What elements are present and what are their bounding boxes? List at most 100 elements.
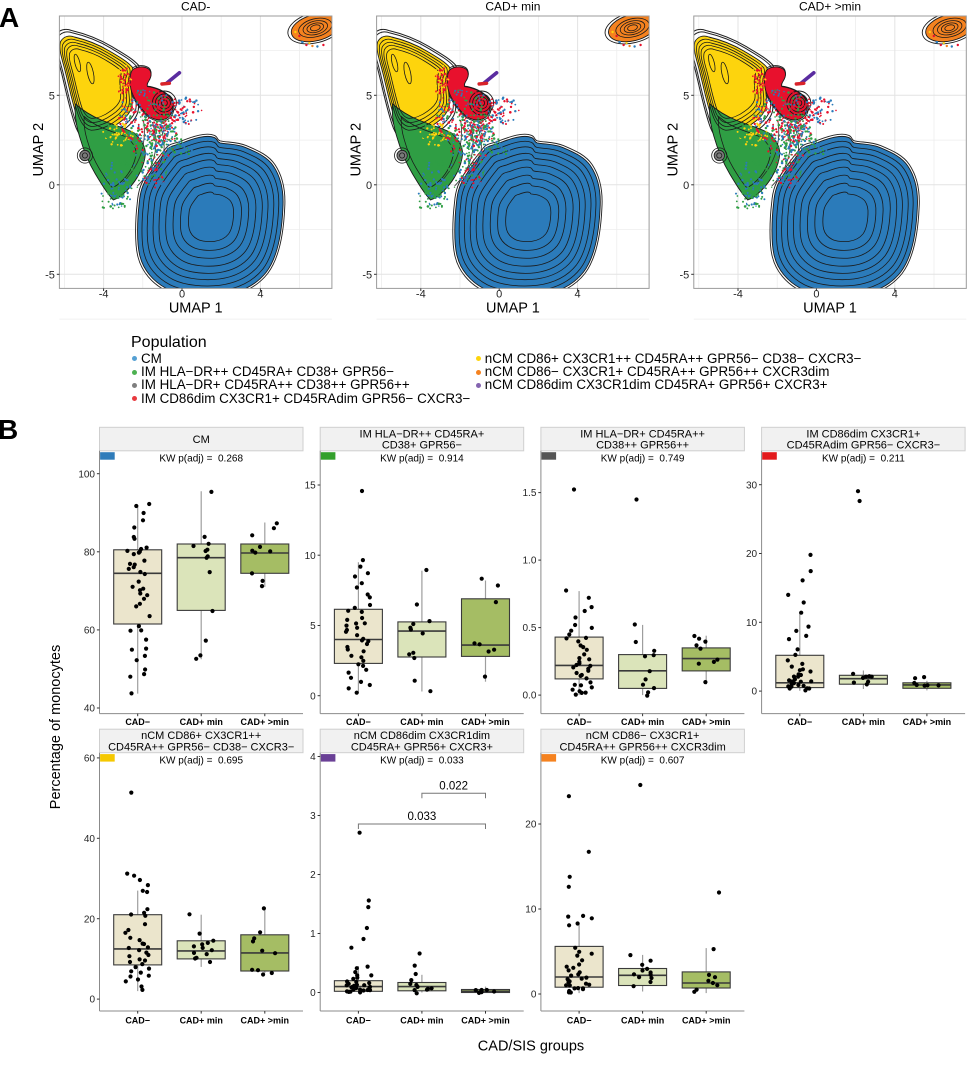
svg-text:KW p(adj) = 0.749: KW p(adj) = 0.749 bbox=[601, 453, 685, 464]
svg-text:CAD−: CAD− bbox=[567, 717, 592, 727]
svg-text:CAD−: CAD− bbox=[346, 1015, 371, 1025]
svg-text:0: 0 bbox=[366, 180, 372, 192]
svg-text:0: 0 bbox=[310, 988, 316, 999]
svg-text:5: 5 bbox=[683, 90, 689, 102]
svg-text:KW p(adj) = 0.695: KW p(adj) = 0.695 bbox=[159, 755, 243, 766]
svg-text:40: 40 bbox=[84, 704, 96, 715]
svg-text:nCM CD86− CX3CR1+: nCM CD86− CX3CR1+ bbox=[586, 730, 700, 742]
svg-text:0: 0 bbox=[752, 687, 758, 698]
svg-text:60: 60 bbox=[84, 626, 96, 637]
svg-text:KW p(adj) = 0.033: KW p(adj) = 0.033 bbox=[380, 755, 464, 766]
svg-text:CAD+ >min: CAD+ >min bbox=[461, 1015, 510, 1025]
svg-text:10: 10 bbox=[525, 905, 537, 916]
svg-text:CAD+ >min: CAD+ >min bbox=[682, 717, 731, 727]
svg-text:CAD+ min: CAD+ min bbox=[400, 717, 443, 727]
svg-text:IM HLA−DR+ CD45RA++: IM HLA−DR+ CD45RA++ bbox=[580, 428, 705, 440]
svg-text:UMAP 2: UMAP 2 bbox=[31, 123, 47, 177]
svg-text:4: 4 bbox=[575, 289, 581, 301]
svg-text:Percentage of monocytes: Percentage of monocytes bbox=[48, 645, 64, 809]
svg-text:CAD+ >min: CAD+ >min bbox=[903, 717, 952, 727]
svg-text:CAD+ min: CAD+ min bbox=[485, 0, 540, 14]
svg-text:-4: -4 bbox=[99, 289, 109, 301]
svg-text:KW p(adj) = 0.268: KW p(adj) = 0.268 bbox=[159, 453, 243, 464]
svg-text:5: 5 bbox=[366, 90, 372, 102]
svg-text:20: 20 bbox=[525, 820, 537, 831]
svg-text:-5: -5 bbox=[45, 269, 55, 281]
svg-text:0: 0 bbox=[310, 691, 316, 702]
svg-text:CAD+ >min: CAD+ >min bbox=[241, 1015, 290, 1025]
svg-text:1: 1 bbox=[310, 929, 316, 940]
svg-text:-5: -5 bbox=[680, 269, 690, 281]
svg-text:KW p(adj) = 0.914: KW p(adj) = 0.914 bbox=[380, 453, 464, 464]
svg-text:CAD+ min: CAD+ min bbox=[180, 717, 223, 727]
svg-text:nCM CD86dim CX3CR1dim: nCM CD86dim CX3CR1dim bbox=[354, 730, 490, 742]
svg-text:10: 10 bbox=[305, 551, 317, 562]
svg-text:CAD+ >min: CAD+ >min bbox=[799, 0, 861, 14]
svg-text:20: 20 bbox=[84, 914, 96, 925]
svg-text:CD45RA++ GPR56− CD38− CXCR3−: CD45RA++ GPR56− CD38− CXCR3− bbox=[108, 742, 294, 754]
svg-text:CAD+ min: CAD+ min bbox=[400, 1015, 443, 1025]
svg-text:10: 10 bbox=[746, 618, 758, 629]
svg-text:20: 20 bbox=[746, 549, 758, 560]
svg-text:3: 3 bbox=[310, 811, 316, 822]
svg-text:UMAP 1: UMAP 1 bbox=[803, 300, 857, 316]
svg-text:0.022: 0.022 bbox=[439, 780, 468, 792]
svg-text:CD45RAdim GPR56− CXCR3−: CD45RAdim GPR56− CXCR3− bbox=[787, 440, 940, 452]
svg-text:CAD+ min: CAD+ min bbox=[621, 717, 664, 727]
svg-text:1.0: 1.0 bbox=[522, 556, 536, 567]
svg-text:UMAP 1: UMAP 1 bbox=[486, 300, 540, 316]
svg-text:0: 0 bbox=[531, 990, 537, 1001]
svg-text:0: 0 bbox=[683, 180, 689, 192]
svg-text:0.5: 0.5 bbox=[522, 623, 536, 634]
svg-text:CAD−: CAD− bbox=[346, 717, 371, 727]
svg-text:0: 0 bbox=[813, 289, 819, 301]
svg-text:80: 80 bbox=[84, 547, 96, 558]
svg-text:CAD+ min: CAD+ min bbox=[180, 1015, 223, 1025]
svg-text:CAD+ >min: CAD+ >min bbox=[682, 1015, 731, 1025]
svg-text:CAD−: CAD− bbox=[567, 1015, 592, 1025]
svg-text:4: 4 bbox=[310, 752, 316, 763]
svg-text:IM HLA−DR++ CD45RA+: IM HLA−DR++ CD45RA+ bbox=[360, 428, 485, 440]
svg-text:IM CD86dim CX3CR1+: IM CD86dim CX3CR1+ bbox=[806, 428, 920, 440]
svg-text:CAD+ >min: CAD+ >min bbox=[461, 717, 510, 727]
svg-text:-4: -4 bbox=[733, 289, 743, 301]
svg-text:CM: CM bbox=[193, 434, 210, 446]
svg-text:0.033: 0.033 bbox=[408, 811, 437, 823]
svg-text:15: 15 bbox=[305, 481, 317, 492]
svg-text:5: 5 bbox=[49, 90, 55, 102]
svg-text:-5: -5 bbox=[362, 269, 372, 281]
svg-text:0: 0 bbox=[89, 995, 95, 1006]
svg-text:2: 2 bbox=[310, 870, 316, 881]
svg-text:0.0: 0.0 bbox=[522, 691, 536, 702]
svg-text:UMAP 1: UMAP 1 bbox=[169, 300, 223, 316]
svg-text:CAD−: CAD− bbox=[125, 717, 150, 727]
svg-text:5: 5 bbox=[310, 621, 316, 632]
svg-text:CAD−: CAD− bbox=[125, 1015, 150, 1025]
svg-text:CD45RA+ GPR56+ CXCR3+: CD45RA+ GPR56+ CXCR3+ bbox=[351, 742, 493, 754]
svg-text:UMAP 2: UMAP 2 bbox=[348, 123, 364, 177]
svg-text:CAD−: CAD− bbox=[787, 717, 812, 727]
svg-text:KW p(adj) = 0.211: KW p(adj) = 0.211 bbox=[822, 453, 905, 464]
svg-text:0: 0 bbox=[179, 289, 185, 301]
svg-text:CAD+ >min: CAD+ >min bbox=[241, 717, 290, 727]
svg-text:CAD+ min: CAD+ min bbox=[842, 717, 885, 727]
svg-text:-4: -4 bbox=[416, 289, 426, 301]
svg-text:CAD+ min: CAD+ min bbox=[621, 1015, 664, 1025]
svg-text:4: 4 bbox=[892, 289, 898, 301]
svg-text:CD38++ GPR56++: CD38++ GPR56++ bbox=[596, 440, 689, 452]
svg-text:CAD-: CAD- bbox=[181, 0, 210, 14]
svg-text:60: 60 bbox=[84, 754, 96, 765]
svg-text:CD38+ GPR56−: CD38+ GPR56− bbox=[382, 440, 462, 452]
svg-text:CAD/SIS groups: CAD/SIS groups bbox=[478, 1039, 584, 1055]
svg-text:30: 30 bbox=[746, 480, 758, 491]
svg-text:1.5: 1.5 bbox=[522, 488, 536, 499]
svg-text:nCM CD86+ CX3CR1++: nCM CD86+ CX3CR1++ bbox=[141, 730, 261, 742]
svg-text:CD45RA++ GPR56++ CXCR3dim: CD45RA++ GPR56++ CXCR3dim bbox=[559, 742, 725, 754]
svg-text:UMAP 2: UMAP 2 bbox=[666, 123, 682, 177]
svg-text:40: 40 bbox=[84, 834, 96, 845]
svg-text:0: 0 bbox=[496, 289, 502, 301]
svg-text:4: 4 bbox=[257, 289, 263, 301]
svg-text:0: 0 bbox=[49, 180, 55, 192]
svg-text:100: 100 bbox=[78, 469, 95, 480]
svg-text:KW p(adj) = 0.607: KW p(adj) = 0.607 bbox=[601, 755, 685, 766]
